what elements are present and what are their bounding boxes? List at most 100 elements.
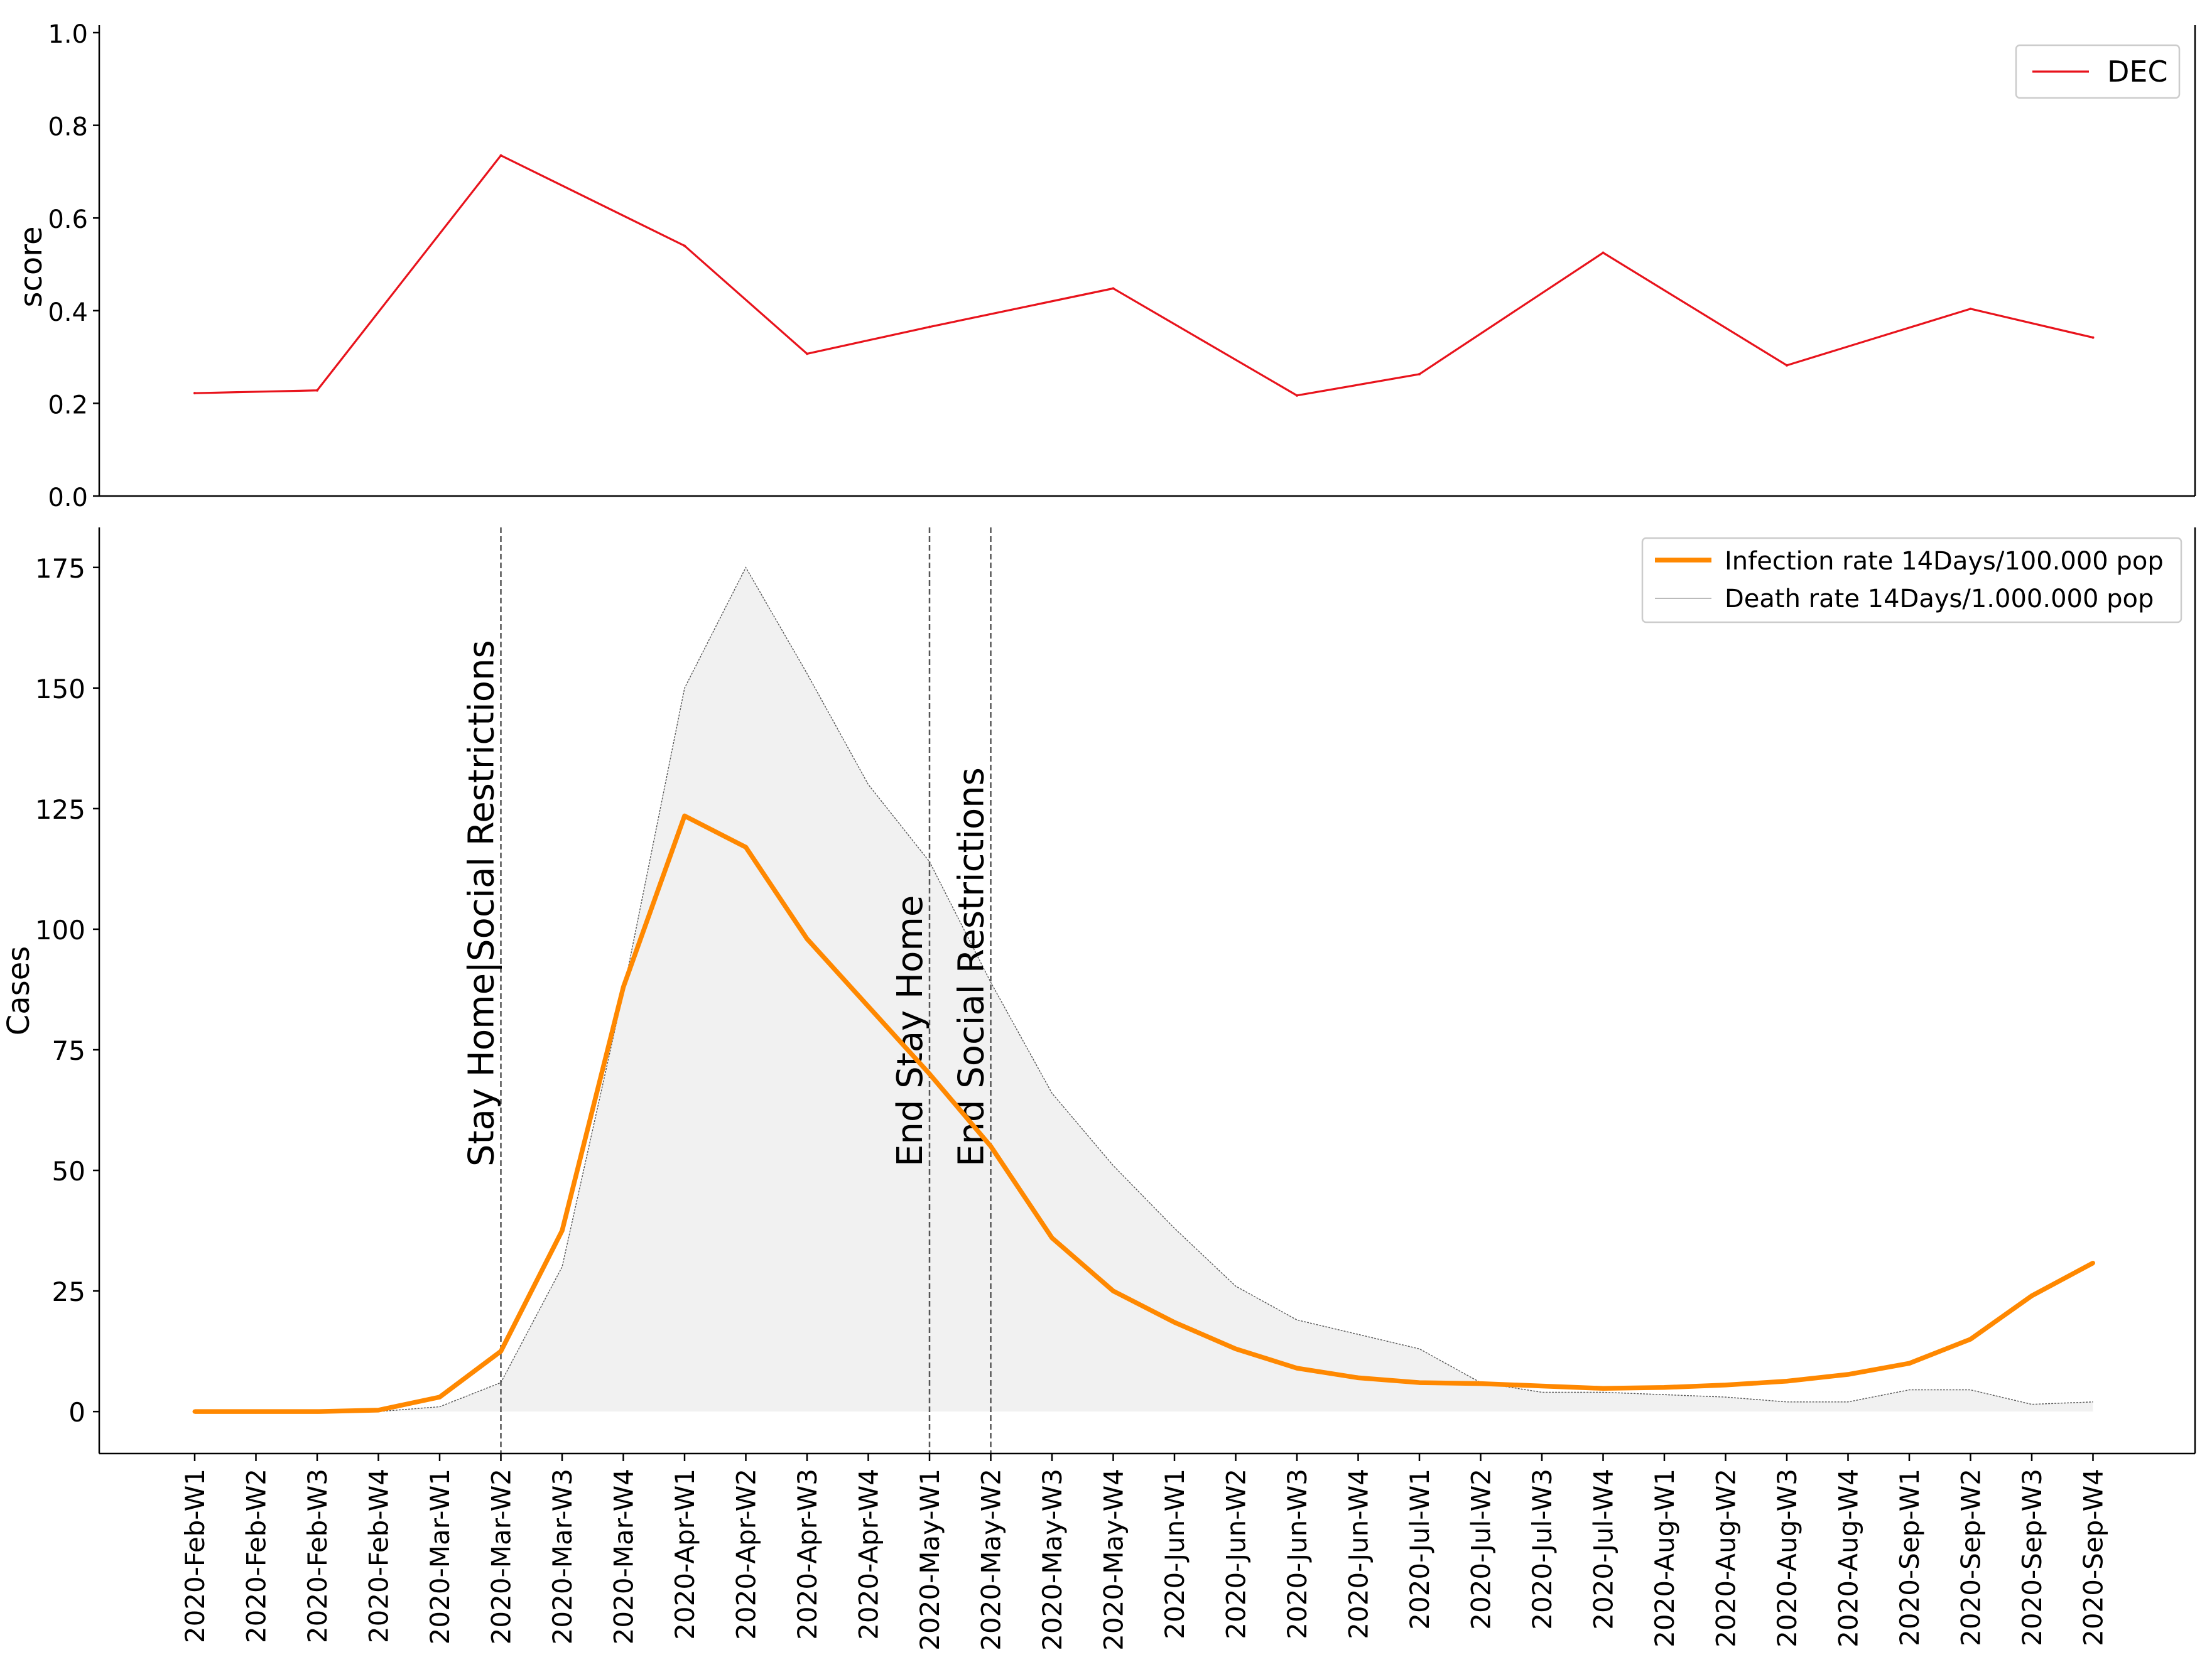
dec-series-line bbox=[194, 154, 2093, 397]
infection-point bbox=[499, 1349, 503, 1354]
score-y-tick-label: 0.0 bbox=[48, 483, 88, 512]
score-y-tick-label: 1.0 bbox=[48, 20, 88, 49]
infection-point bbox=[805, 936, 810, 941]
infection-point bbox=[927, 1071, 932, 1076]
infection-point bbox=[1662, 1385, 1667, 1390]
x-tick-label: 2020-Mar-W3 bbox=[547, 1469, 578, 1644]
dec-point bbox=[806, 352, 808, 355]
score-y-tick-label: 0.2 bbox=[48, 391, 88, 419]
cases-y-tick-label: 100 bbox=[35, 915, 85, 946]
x-tick-label: 2020-Sep-W2 bbox=[1956, 1469, 1987, 1646]
x-tick-label: 2020-Apr-W3 bbox=[792, 1469, 823, 1640]
x-tick-label: 2020-Feb-W1 bbox=[180, 1469, 210, 1643]
x-tick-label: 2020-Apr-W4 bbox=[854, 1469, 884, 1640]
infection-rate-line bbox=[195, 813, 2095, 1414]
dec-point bbox=[1418, 372, 1421, 375]
score-legend-box bbox=[2015, 44, 2181, 99]
infection-point bbox=[866, 1004, 870, 1009]
infection-point bbox=[1723, 1383, 1728, 1388]
x-tick-label: 2020-Feb-W4 bbox=[364, 1469, 394, 1643]
cases-y-tick-label: 150 bbox=[35, 674, 85, 704]
infection-point bbox=[1601, 1386, 1605, 1391]
cases-y-axis-label: Cases bbox=[1, 946, 36, 1035]
x-tick-label: 2020-Sep-W3 bbox=[2017, 1469, 2047, 1646]
infection-point bbox=[1478, 1381, 1483, 1386]
infection-point bbox=[1111, 1288, 1115, 1293]
infection-point bbox=[376, 1408, 381, 1413]
cases-legend-box bbox=[1641, 537, 2182, 623]
infection-point bbox=[560, 1228, 565, 1233]
x-tick-label: 2020-Jul-W3 bbox=[1527, 1469, 1558, 1630]
cases-chart: Stay Home|Social Restrictions End Stay Ho… bbox=[1, 527, 2196, 1651]
x-tick-label: 2020-Jun-W2 bbox=[1221, 1469, 1252, 1639]
x-tick-label: 2020-Sep-W4 bbox=[2078, 1469, 2109, 1646]
cases-y-tick-label: 75 bbox=[52, 1035, 85, 1066]
infection-point bbox=[1172, 1320, 1177, 1325]
infection-point bbox=[192, 1409, 197, 1414]
dec-point bbox=[193, 392, 196, 395]
infection-point bbox=[315, 1409, 320, 1414]
infection-point bbox=[1356, 1375, 1360, 1380]
infection-point bbox=[1233, 1346, 1238, 1351]
cases-y-tick-label: 50 bbox=[52, 1156, 85, 1187]
x-tick-label: 2020-Aug-W4 bbox=[1833, 1469, 1864, 1648]
infection-legend-label: Infection rate 14Days/100.000 pop bbox=[1725, 547, 2164, 576]
infection-point bbox=[682, 813, 687, 818]
infection-point bbox=[437, 1395, 442, 1400]
cases-y-tick-label: 125 bbox=[35, 794, 85, 825]
x-tick-label: 2020-Jul-W2 bbox=[1466, 1469, 1497, 1630]
death-rate-area bbox=[195, 567, 2093, 1412]
x-tick-label: 2020-Feb-W2 bbox=[241, 1469, 272, 1643]
infection-point bbox=[1539, 1383, 1544, 1388]
infection-point bbox=[254, 1409, 258, 1414]
event-label: End Social Restrictions bbox=[951, 767, 992, 1167]
x-tick-label: 2020-May-W3 bbox=[1037, 1469, 1068, 1651]
cases-y-tick-label: 175 bbox=[35, 553, 85, 584]
infection-point bbox=[1907, 1361, 1912, 1366]
cases-legend: Infection rate 14Days/100.000 pop Death … bbox=[1641, 537, 2182, 623]
dec-point bbox=[499, 154, 502, 157]
dec-point bbox=[1969, 307, 1972, 310]
x-tick-label: 2020-Apr-W1 bbox=[670, 1469, 700, 1640]
x-tick-label: 2020-May-W4 bbox=[1098, 1469, 1129, 1651]
dec-point bbox=[1296, 394, 1298, 397]
dec-point bbox=[1786, 364, 1788, 367]
dec-point bbox=[2091, 336, 2095, 339]
x-tick-label: 2020-May-W2 bbox=[976, 1469, 1007, 1651]
x-tick-label: 2020-Aug-W2 bbox=[1711, 1469, 1742, 1648]
cases-y-tick-label: 0 bbox=[68, 1397, 85, 1428]
infection-point bbox=[1846, 1372, 1850, 1377]
score-chart: 0.0 0.2 0.4 0.6 0.8 1.0 score DEC bbox=[14, 20, 2196, 512]
score-y-tick-label: 0.4 bbox=[48, 298, 88, 327]
score-y-axis-label: score bbox=[14, 227, 49, 308]
score-legend: DEC bbox=[2015, 44, 2181, 99]
score-y-tick-label: 0.8 bbox=[48, 113, 88, 142]
x-tick-label: 2020-Aug-W3 bbox=[1772, 1469, 1803, 1648]
x-tick-label: 2020-Apr-W2 bbox=[731, 1469, 762, 1640]
infection-point bbox=[744, 844, 748, 850]
dec-point bbox=[316, 389, 318, 392]
x-tick-label: 2020-Jun-W4 bbox=[1343, 1469, 1374, 1639]
dec-point bbox=[928, 325, 931, 328]
death-legend-label: Death rate 14Days/1.000.000 pop bbox=[1725, 585, 2154, 613]
infection-point bbox=[2029, 1293, 2034, 1298]
x-tick-label: 2020-Jun-W1 bbox=[1159, 1469, 1190, 1639]
infection-point bbox=[621, 985, 626, 990]
score-y-tick-label: 0.6 bbox=[48, 205, 88, 234]
infection-point bbox=[2091, 1261, 2095, 1266]
infection-point bbox=[989, 1144, 993, 1149]
cases-y-tick-label: 25 bbox=[52, 1276, 85, 1307]
event-label: End Stay Home bbox=[890, 895, 931, 1167]
x-tick-label: 2020-Mar-W2 bbox=[486, 1469, 517, 1644]
infection-point bbox=[1049, 1236, 1054, 1241]
infection-point bbox=[1784, 1379, 1789, 1384]
event-label: Stay Home|Social Restrictions bbox=[462, 640, 502, 1167]
dec-point bbox=[1112, 287, 1115, 290]
x-tick-label: 2020-May-W1 bbox=[914, 1469, 945, 1651]
dec-legend-label: DEC bbox=[2107, 55, 2168, 89]
x-tick-label: 2020-Sep-W1 bbox=[1894, 1469, 1925, 1646]
x-tick-label: 2020-Mar-W1 bbox=[425, 1469, 455, 1644]
x-tick-label: 2020-Mar-W4 bbox=[609, 1469, 639, 1644]
x-tick-label: 2020-Jul-W1 bbox=[1404, 1469, 1435, 1630]
